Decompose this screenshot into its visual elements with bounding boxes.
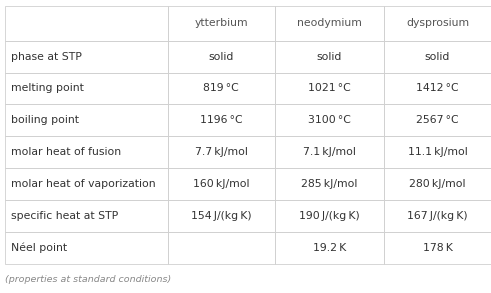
- Text: solid: solid: [425, 52, 450, 62]
- Bar: [274, 73, 384, 104]
- Text: 1021 °C: 1021 °C: [308, 84, 351, 93]
- Bar: [274, 168, 384, 200]
- Text: neodymium: neodymium: [297, 18, 362, 28]
- Text: 1412 °C: 1412 °C: [416, 84, 459, 93]
- Bar: [5, 6, 168, 41]
- Bar: [5, 232, 168, 264]
- Text: melting point: melting point: [11, 84, 83, 93]
- Text: solid: solid: [317, 52, 342, 62]
- Bar: [274, 41, 384, 73]
- Text: 190 J/(kg K): 190 J/(kg K): [299, 211, 360, 221]
- Bar: [384, 6, 491, 41]
- Bar: [168, 104, 274, 136]
- Text: 154 J/(kg K): 154 J/(kg K): [191, 211, 251, 221]
- Bar: [274, 136, 384, 168]
- Bar: [384, 104, 491, 136]
- Text: 285 kJ/mol: 285 kJ/mol: [301, 179, 357, 189]
- Text: 160 kJ/mol: 160 kJ/mol: [193, 179, 249, 189]
- Bar: [274, 200, 384, 232]
- Text: 167 J/(kg K): 167 J/(kg K): [407, 211, 468, 221]
- Text: 19.2 K: 19.2 K: [313, 243, 346, 253]
- Text: ytterbium: ytterbium: [194, 18, 248, 28]
- Bar: [168, 41, 274, 73]
- Text: molar heat of fusion: molar heat of fusion: [11, 147, 121, 157]
- Text: 819 °C: 819 °C: [203, 84, 239, 93]
- Bar: [168, 6, 274, 41]
- Text: dysprosium: dysprosium: [406, 18, 469, 28]
- Bar: [384, 41, 491, 73]
- Text: boiling point: boiling point: [11, 115, 79, 125]
- Bar: [274, 104, 384, 136]
- Bar: [274, 232, 384, 264]
- Bar: [384, 168, 491, 200]
- Bar: [5, 104, 168, 136]
- Bar: [5, 41, 168, 73]
- Text: 178 K: 178 K: [423, 243, 453, 253]
- Bar: [168, 136, 274, 168]
- Text: phase at STP: phase at STP: [11, 52, 82, 62]
- Text: 2567 °C: 2567 °C: [416, 115, 459, 125]
- Bar: [168, 168, 274, 200]
- Bar: [5, 168, 168, 200]
- Bar: [168, 73, 274, 104]
- Bar: [168, 232, 274, 264]
- Text: solid: solid: [209, 52, 234, 62]
- Bar: [5, 73, 168, 104]
- Text: molar heat of vaporization: molar heat of vaporization: [11, 179, 156, 189]
- Bar: [274, 6, 384, 41]
- Bar: [384, 200, 491, 232]
- Text: (properties at standard conditions): (properties at standard conditions): [5, 275, 171, 284]
- Text: 7.7 kJ/mol: 7.7 kJ/mol: [195, 147, 247, 157]
- Bar: [168, 200, 274, 232]
- Text: 11.1 kJ/mol: 11.1 kJ/mol: [408, 147, 467, 157]
- Bar: [384, 232, 491, 264]
- Bar: [384, 136, 491, 168]
- Bar: [5, 136, 168, 168]
- Text: 3100 °C: 3100 °C: [308, 115, 351, 125]
- Bar: [384, 73, 491, 104]
- Bar: [5, 200, 168, 232]
- Text: Néel point: Néel point: [11, 243, 67, 253]
- Text: specific heat at STP: specific heat at STP: [11, 211, 118, 221]
- Text: 280 kJ/mol: 280 kJ/mol: [409, 179, 466, 189]
- Text: 7.1 kJ/mol: 7.1 kJ/mol: [303, 147, 356, 157]
- Text: 1196 °C: 1196 °C: [200, 115, 243, 125]
